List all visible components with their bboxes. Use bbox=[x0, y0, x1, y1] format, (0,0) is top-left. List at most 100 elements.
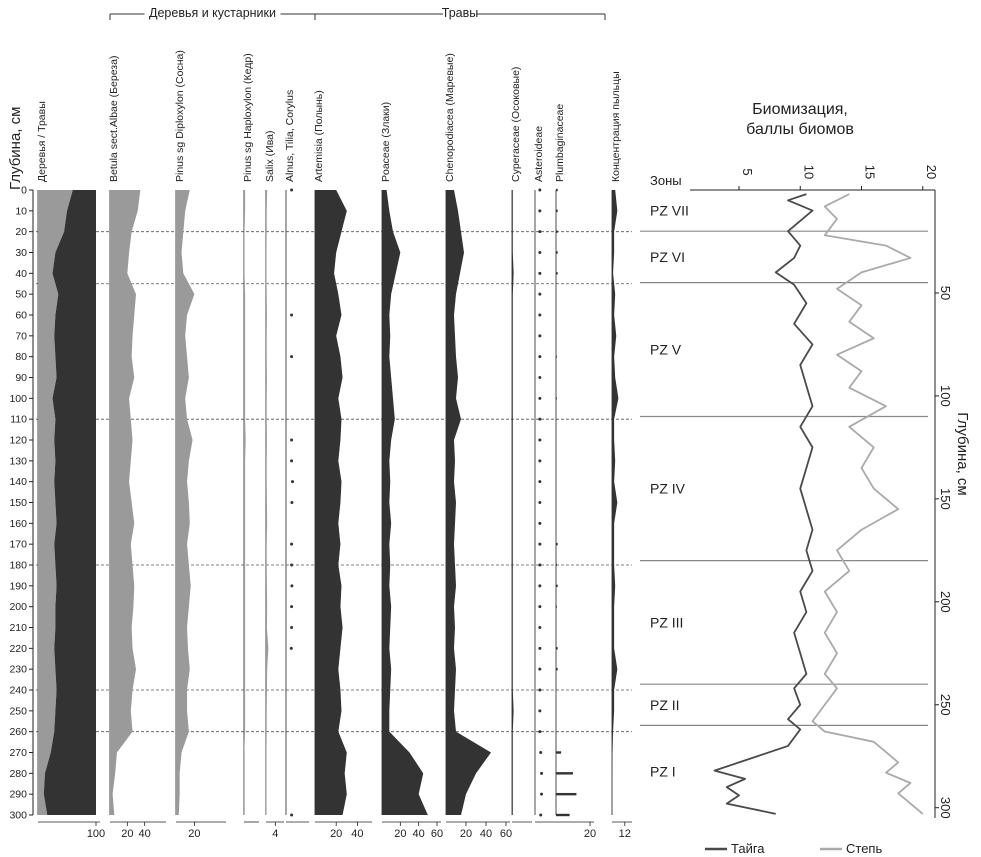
taxon-dot bbox=[290, 188, 294, 192]
taxon-dot bbox=[539, 751, 543, 754]
taxon-bar bbox=[556, 751, 562, 754]
taxon-bar bbox=[556, 188, 558, 192]
taxon-bar bbox=[556, 605, 557, 608]
taxon-area bbox=[176, 190, 195, 815]
zone-name: PZ VII bbox=[650, 203, 689, 219]
taxon-dot bbox=[538, 646, 542, 650]
y-tick-label: 150 bbox=[938, 488, 953, 510]
taxon-bar bbox=[556, 397, 557, 400]
group-header-bg bbox=[144, 5, 281, 19]
series-line-Тайга bbox=[713, 193, 814, 815]
depth-tick-label: 50 bbox=[15, 289, 27, 301]
taxon-scale-label: 40 bbox=[413, 828, 425, 840]
y-tick-label: 250 bbox=[938, 694, 953, 716]
depth-tick-label: 150 bbox=[9, 497, 27, 509]
depth-tick-label: 90 bbox=[15, 372, 27, 384]
taxon-bar bbox=[556, 563, 557, 567]
series-line-Степь bbox=[811, 193, 924, 815]
depth-tick-label: 280 bbox=[9, 768, 27, 780]
zone-name: PZ V bbox=[650, 342, 682, 358]
taxon-dot bbox=[538, 584, 542, 588]
depth-tick-label: 210 bbox=[9, 622, 27, 634]
depth-tick-label: 140 bbox=[9, 476, 27, 488]
taxon-bar bbox=[556, 209, 558, 213]
taxon-dot bbox=[540, 771, 544, 775]
zone-name: PZ III bbox=[650, 614, 683, 630]
taxon-dot bbox=[538, 605, 542, 609]
taxon-scale-label: 20 bbox=[394, 828, 406, 840]
taxon-scale-label: 4 bbox=[272, 828, 278, 840]
taxon-dot bbox=[538, 417, 542, 421]
depth-tick-label: 130 bbox=[9, 455, 27, 467]
taxon-scale-label: 20 bbox=[121, 828, 133, 840]
taxon-dot bbox=[290, 626, 294, 629]
depth-tick-label: 200 bbox=[9, 601, 27, 613]
taxon-dot bbox=[538, 334, 542, 338]
depth-tick-label: 0 bbox=[21, 185, 27, 197]
taxon-dot bbox=[290, 313, 294, 317]
taxon-label: Asteroideae bbox=[533, 126, 545, 182]
taxon-dot bbox=[290, 584, 294, 588]
taxon-dot bbox=[538, 563, 542, 567]
biomization-chart: Биомизация, баллы биомов 5 10 15 20 Зоны 50 100 1… bbox=[640, 101, 971, 856]
taxon-scale-label: 60 bbox=[431, 828, 443, 840]
taxon-dot bbox=[538, 542, 542, 546]
taxon-dot bbox=[290, 563, 294, 567]
taxon-bar bbox=[556, 813, 570, 817]
taxon-dot bbox=[538, 688, 542, 692]
zone-name: PZ I bbox=[650, 764, 676, 780]
depth-tick-label: 80 bbox=[15, 351, 27, 363]
taxon-dot bbox=[538, 209, 542, 213]
taxon-dot bbox=[290, 459, 294, 463]
depth-tick-label: 230 bbox=[9, 664, 27, 676]
zone-name: PZ VI bbox=[650, 249, 685, 265]
taxon-area bbox=[315, 190, 347, 815]
y-tick-label: 100 bbox=[938, 385, 953, 407]
taxon-bar bbox=[556, 772, 573, 775]
taxon-area bbox=[266, 190, 269, 815]
depth-tick-label: 300 bbox=[9, 810, 27, 822]
taxon-dot bbox=[290, 438, 294, 442]
depth-tick-label: 110 bbox=[10, 414, 27, 426]
depth-tick-label: 60 bbox=[15, 310, 27, 322]
depth-tick-label: 100 bbox=[9, 393, 27, 405]
taxon-dot bbox=[538, 188, 542, 192]
taxon-dot bbox=[290, 355, 294, 359]
biome-title-line1: Биомизация, bbox=[752, 101, 848, 118]
taxon-dot bbox=[290, 501, 294, 504]
taxon-scale-label: 12 bbox=[619, 828, 631, 840]
taxon-scale-label: 20 bbox=[460, 828, 472, 840]
taxon-dot bbox=[290, 813, 294, 817]
taxon-dot bbox=[538, 438, 542, 442]
taxon-dot bbox=[290, 542, 294, 546]
x-tick-label: 10 bbox=[801, 165, 816, 179]
depth-tick-label: 170 bbox=[9, 539, 27, 551]
y-tick-label: 300 bbox=[938, 797, 953, 819]
taxon-dot bbox=[538, 313, 542, 317]
taxon-label: Salix (Ива) bbox=[264, 130, 276, 182]
depth-tick-label: 120 bbox=[9, 435, 27, 447]
taxon-scale-label: 40 bbox=[351, 828, 363, 840]
depth-tick-label: 260 bbox=[9, 726, 27, 738]
depth-tick-label: 30 bbox=[15, 247, 27, 259]
taxon-label: Деревья / Травы bbox=[36, 101, 48, 182]
depth-tick-label: 70 bbox=[15, 330, 27, 342]
taxon-dot bbox=[538, 396, 542, 400]
taxon-bar bbox=[556, 667, 558, 671]
zones-label: Зоны bbox=[650, 173, 682, 188]
y-axis-title: Глубина, см bbox=[954, 412, 971, 495]
taxon-bar bbox=[556, 647, 558, 650]
depth-tick-label: 160 bbox=[9, 518, 27, 530]
taxon-bar bbox=[556, 251, 558, 254]
taxon-dot bbox=[538, 521, 542, 525]
zone-name: PZ IV bbox=[650, 481, 686, 497]
taxon-area bbox=[512, 190, 514, 815]
taxon-area bbox=[446, 190, 491, 815]
herbs-area bbox=[43, 190, 96, 815]
taxon-label: Betula sect.Albae (Береза) bbox=[108, 56, 120, 182]
taxon-bar bbox=[556, 230, 558, 233]
depth-tick-label: 270 bbox=[9, 747, 27, 759]
taxon-scale-label: 60 bbox=[500, 828, 512, 840]
depth-tick-label: 250 bbox=[9, 705, 27, 717]
taxon-label: Chenopodiacea (Маревые) bbox=[444, 53, 456, 182]
